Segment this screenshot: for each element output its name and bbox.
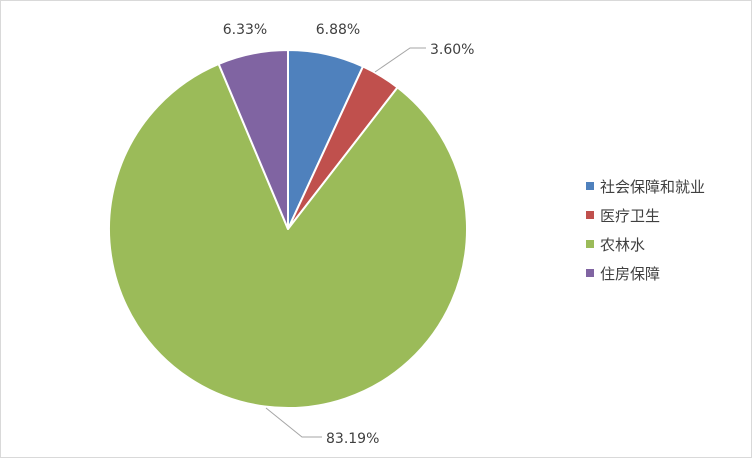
leader-line (265, 407, 322, 438)
legend-label: 住房保障 (600, 264, 661, 283)
legend-label: 社会保障和就业 (600, 177, 706, 196)
legend-swatch (586, 269, 594, 277)
data-label: 83.19% (326, 431, 379, 447)
data-label: 6.33% (223, 22, 267, 38)
legend-swatch (586, 211, 594, 219)
slice-housing (217, 49, 289, 230)
legend-swatch (586, 240, 594, 248)
legend-label: 农林水 (600, 235, 646, 254)
legend: 社会保障和就业 医疗卫生 农林水 住房保障 (586, 176, 746, 292)
data-label: 3.60% (430, 42, 474, 58)
data-labels: 6.88% 3.60% 83.19% 6.33% (223, 22, 475, 447)
legend-item-agriculture: 农林水 (586, 234, 746, 254)
legend-item-healthcare: 医疗卫生 (586, 205, 746, 225)
legend-item-housing: 住房保障 (586, 263, 746, 283)
data-label: 6.88% (316, 22, 360, 38)
legend-label: 医疗卫生 (600, 206, 661, 225)
slice-agriculture (108, 62, 468, 409)
leader-lines (265, 47, 426, 438)
leader-line (374, 47, 426, 73)
legend-swatch (586, 182, 594, 190)
legend-item-social-security: 社会保障和就业 (586, 176, 746, 196)
pie-slices (108, 49, 468, 409)
